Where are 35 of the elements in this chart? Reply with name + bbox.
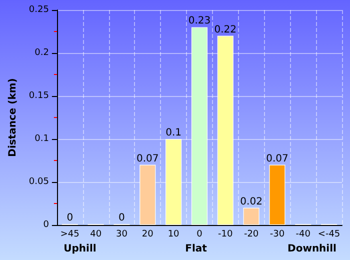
x-tick-label: -20 — [244, 230, 259, 240]
text: Downhill — [288, 244, 336, 254]
x-tick-label: 30 — [116, 230, 128, 240]
y-tick-label: 0 — [43, 220, 50, 230]
bar — [243, 208, 260, 225]
data-label: 0.02 — [240, 196, 262, 208]
y-tick-label: 0.05 — [28, 177, 49, 187]
bar — [217, 36, 234, 225]
bar — [269, 164, 286, 225]
data-label: 0.1 — [166, 128, 182, 138]
x-tick-label: 0 — [196, 230, 203, 240]
data-label: 0 — [66, 212, 74, 224]
data-label: 0.07 — [266, 153, 288, 164]
x-tick-label: 10 — [168, 230, 180, 240]
y-tick-label: 0.15 — [28, 91, 49, 101]
bar — [166, 139, 182, 225]
x-tick-label: -10 — [218, 230, 234, 240]
y-axis-title: Distance (km) — [8, 78, 18, 157]
data-label: 0.22 — [214, 24, 237, 36]
x-tick-label: -40 — [296, 230, 311, 240]
x-tick-label: 20 — [142, 230, 154, 240]
x-tick-label: <-45 — [318, 230, 340, 240]
x-tick-label: 40 — [90, 230, 102, 240]
y-tick-label: 0.25 — [28, 5, 49, 15]
x-tick-label: -30 — [270, 230, 285, 240]
data-label: 0.23 — [188, 16, 211, 27]
text: Flat — [185, 244, 208, 254]
y-tick-label: 0.2 — [34, 48, 49, 58]
bar — [140, 164, 156, 225]
data-label: 0 — [118, 212, 125, 224]
bar — [191, 27, 208, 225]
text: Uphill — [64, 244, 96, 254]
y-tick-label: 0.1 — [34, 134, 49, 144]
data-label: 0.07 — [136, 153, 159, 164]
x-tick-label: >45 — [60, 230, 80, 240]
